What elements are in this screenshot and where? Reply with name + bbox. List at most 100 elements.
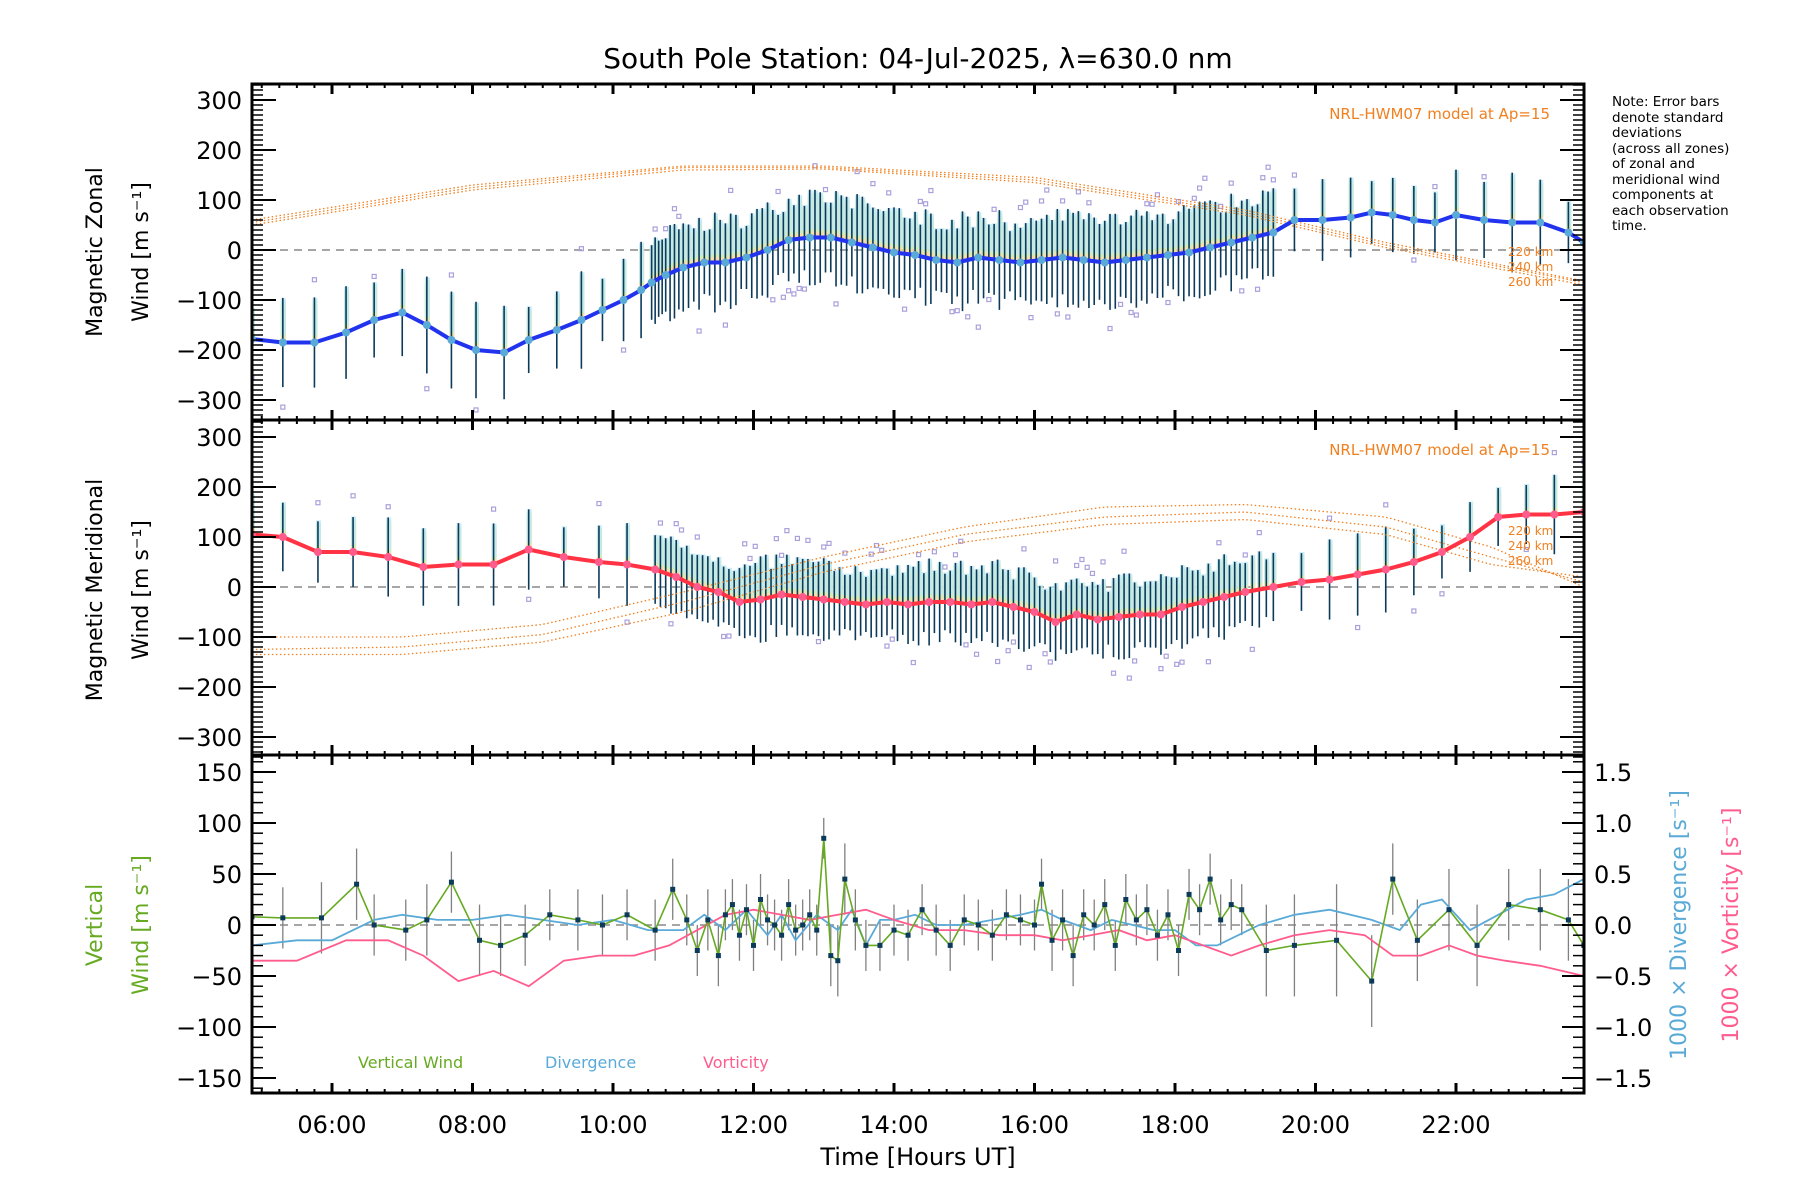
mean-wind-point [661,271,670,279]
note-line: meridional wind [1612,171,1721,188]
mean-wind-point [472,346,481,354]
mean-wind-point [974,253,983,262]
left-y-tick-label: 100 [196,187,242,215]
outlier-point [424,386,430,392]
vertical-wind-point [448,879,454,885]
vertical-wind-point [828,953,834,959]
outlier-point [578,246,584,252]
outlier-point [923,201,929,207]
mean-wind-point [1409,216,1418,224]
vertical-wind-point [318,915,324,921]
outlier-point [473,407,479,413]
legend-divergence: Divergence [545,1053,636,1072]
meridional-wind-panel: 300 200 100 0 −100 −200 −300 Magnetic Meridion… [83,418,1586,758]
outlier-point [1038,198,1045,204]
outlier-point [315,500,321,506]
outlier-point [1179,659,1185,665]
vertical-wind-point [877,942,883,948]
outlier-point [833,301,839,307]
vertical-wind-point [1390,876,1396,882]
x-tick-label: 08:00 [438,1111,507,1139]
outlier-point [663,226,669,232]
model-curve-260km [252,518,1580,656]
mean-wind-point [1522,510,1531,519]
mean-wind-point [861,600,870,609]
vertical-wind-point [1218,917,1224,923]
mean-wind-point [1297,578,1306,586]
mean-wind-point [693,583,702,591]
mean-wind-point [623,560,632,569]
outlier-point [371,273,377,280]
outlier-point [1005,648,1011,654]
vertical-wind-point [280,915,286,921]
vertical-wind-point [989,932,995,938]
note-line: deviations [1612,125,1682,141]
vertical-wind-point [1017,917,1023,923]
vertical-wind-point [575,917,581,923]
vertical-wind-point [624,912,630,918]
vertical-wind-point [736,932,742,938]
mean-wind-point [763,246,772,254]
mean-wind-point [1114,613,1123,621]
left-y-tick-label: 0 [227,912,242,940]
x-tick-label: 18:00 [1140,1111,1209,1139]
note-line: time. [1612,218,1647,234]
left-y-tick-label: 0 [227,237,242,265]
outlier-point [490,506,497,512]
outlier-point [1028,315,1034,321]
vertical-wind-point [1263,948,1269,953]
outlier-point [624,619,630,625]
outlier-point [1254,286,1261,292]
left-y-tick-label: −150 [176,1065,242,1093]
left-y-tick-label: −100 [176,287,242,315]
plot-area [252,450,1584,681]
mean-wind-point [1142,253,1151,262]
vertical-wind-point [1537,907,1543,913]
legend-vertical-wind: Vertical Wind [358,1053,463,1072]
mean-wind-point [1206,243,1215,252]
outlier-point [991,206,997,212]
vertical-wind-point [1144,907,1150,913]
vertical-wind-point [779,932,785,938]
outlier-point [1202,175,1208,181]
outlier-point [1054,311,1060,317]
outlier-point [794,535,801,542]
vertical-wind-point [1334,937,1340,943]
left-y-tick-label: −200 [176,337,242,365]
mean-wind-point [1072,610,1081,619]
x-tick-label: 16:00 [1000,1111,1069,1139]
vertical-wind-point [722,912,728,918]
outlier-point [1117,301,1124,308]
vertical-wind-point [1165,912,1171,918]
mean-wind-point [500,348,509,357]
mean-wind-point [1466,533,1475,541]
outlier-point [822,186,829,193]
mean-wind-point [1199,598,1208,606]
vertical-wind-point [477,937,483,943]
outlier-point [815,639,822,645]
vorticity-line [252,908,1584,988]
vertical-wind-point [1474,942,1480,948]
left-y-tick-label: 200 [196,474,242,502]
vertical-wind-point [1091,922,1097,928]
outlier-point [770,297,776,303]
zonal-wind-panel: 300 200 100 0 −100 −200 −300 Magnetic Zonal Wi… [83,82,1586,422]
error-bar-note: Note: Error bars denote standard deviati… [1612,94,1792,235]
outlier-point [722,322,729,328]
mean-wind-point [953,258,962,267]
outlier-point [805,537,811,544]
mean-wind-point [447,336,456,344]
mean-wind-point [1100,258,1109,267]
meridional-ylabel-line1: Magnetic Meridional [83,479,108,701]
outlier-point [973,651,980,657]
left-y-tick-label: 100 [196,810,242,838]
outlier-point [1165,299,1171,306]
outlier-point [791,291,797,297]
outlier-point [1239,288,1245,294]
vertical-wind-point [975,922,981,928]
outlier-point [1439,591,1445,597]
mean-wind-point [932,256,941,264]
outlier-point [778,552,785,558]
mean-wind-point [552,326,561,334]
note-line: (across all zones) [1612,140,1730,157]
